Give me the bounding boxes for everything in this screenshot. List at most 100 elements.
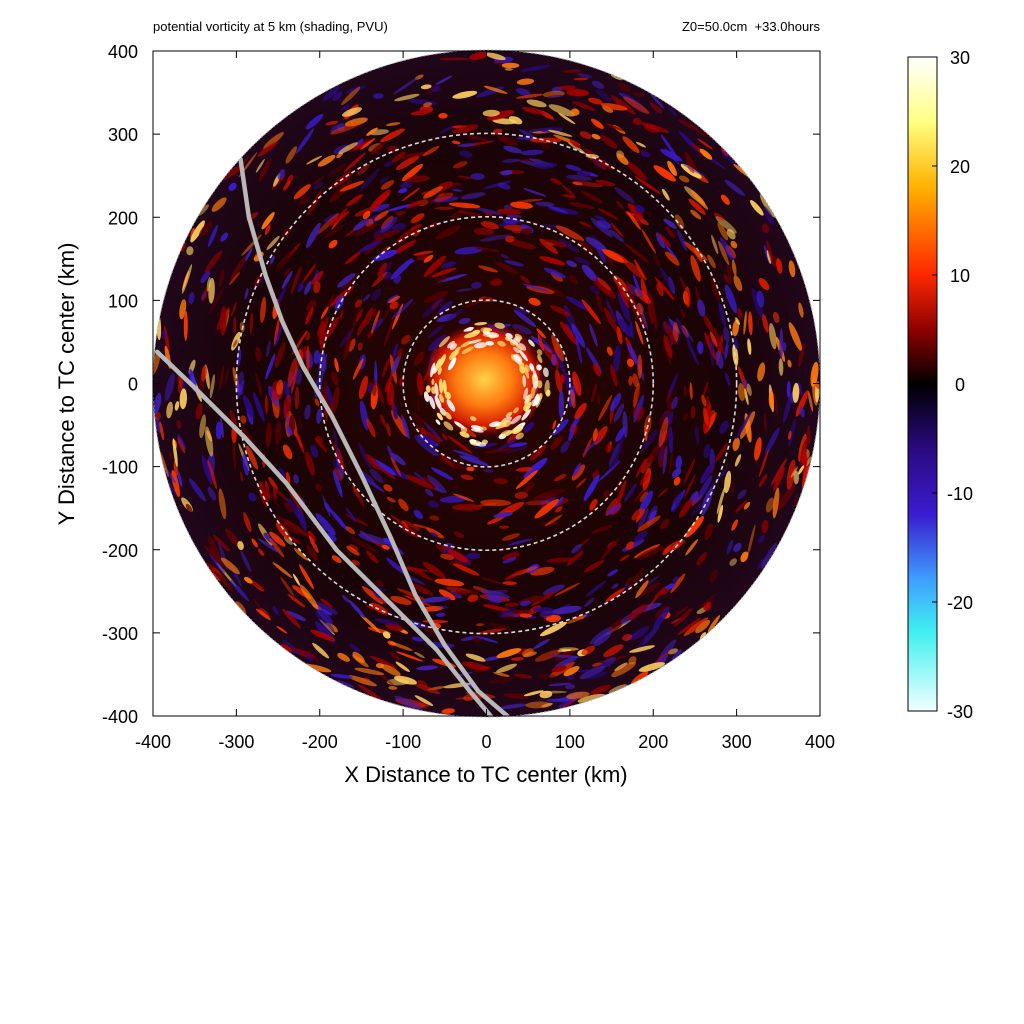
pv-texture-cell: [391, 223, 407, 231]
pv-texture-cell: [739, 411, 756, 439]
pv-texture-cell: [735, 317, 741, 326]
pv-texture-cell: [493, 512, 513, 518]
pv-texture-cell: [617, 291, 631, 322]
pv-texture-cell: [638, 662, 666, 672]
pv-texture-cell: [566, 174, 592, 181]
pv-texture-cell: [536, 673, 556, 679]
pv-eyewall-cell: [444, 391, 452, 400]
pv-texture-cell: [737, 307, 743, 319]
pv-texture-cell: [386, 496, 396, 503]
pv-texture-cell: [684, 286, 691, 308]
pv-texture-cell: [730, 240, 738, 249]
pv-texture-cell: [629, 645, 656, 653]
pv-texture-cell: [573, 77, 589, 81]
pv-texture-cell: [311, 270, 324, 285]
pv-texture-cell: [434, 206, 454, 210]
pv-texture-cell: [235, 601, 247, 615]
pv-texture-cell: [616, 200, 624, 209]
pv-texture-cell: [635, 320, 644, 345]
pv-eyewall-cell: [545, 389, 551, 397]
pv-texture-cell: [786, 380, 791, 398]
pv-texture-cell: [496, 208, 522, 215]
pv-texture-cell: [725, 372, 731, 387]
pv-texture-cell: [504, 602, 520, 607]
pv-texture-cell: [539, 690, 553, 699]
pv-texture-cell: [406, 175, 430, 183]
pv-texture-cell: [658, 488, 668, 497]
pv-texture-cell: [344, 85, 366, 94]
x-tick-label: -100: [385, 732, 421, 752]
pv-texture-cell: [654, 588, 666, 599]
pv-texture-cell: [546, 557, 574, 563]
pv-eyewall-cell: [480, 426, 487, 431]
pv-texture-cell: [426, 527, 444, 539]
pv-texture-cell: [595, 291, 604, 313]
pv-texture-cell: [314, 610, 335, 633]
coastlines: [154, 156, 510, 717]
pv-texture-cell: [629, 321, 634, 337]
y-tick-label: 0: [128, 375, 138, 395]
pv-texture-cell: [614, 186, 635, 204]
pv-texture-cell: [382, 631, 391, 639]
pv-texture-cell: [183, 310, 188, 341]
pv-texture-cell: [298, 420, 303, 430]
pv-texture-cell: [479, 589, 510, 599]
pv-texture-cell: [534, 162, 558, 169]
pv-texture-cell: [469, 51, 491, 60]
pv-texture-cell: [579, 131, 592, 139]
pv-texture-cell: [718, 302, 727, 327]
pv-texture-cell: [515, 88, 531, 96]
pv-texture-cell: [323, 213, 338, 223]
pv-eyewall-cell: [543, 367, 549, 378]
x-tick-label: 300: [722, 732, 752, 752]
pv-texture-cell: [559, 321, 578, 345]
pv-texture-cell: [416, 665, 438, 671]
pv-texture-cell: [621, 92, 648, 113]
pv-texture-cell: [284, 267, 291, 277]
pv-texture-cell: [283, 395, 292, 419]
pv-texture-cell: [317, 154, 336, 167]
pv-texture-cell: [633, 382, 640, 408]
pv-texture-cell: [593, 631, 612, 646]
pv-texture-cell: [266, 340, 271, 358]
pv-texture-cell: [322, 86, 340, 101]
pv-texture-cell: [377, 262, 388, 277]
pv-eyewall-cell: [513, 346, 520, 354]
pv-texture-cell: [451, 140, 461, 145]
pv-texture-cell: [255, 158, 265, 173]
pv-eyewall-cell: [537, 380, 543, 389]
pv-texture-cell: [471, 281, 482, 289]
colorbar-tick-label: -30: [947, 702, 973, 722]
pv-texture-cell: [665, 226, 675, 239]
pv-texture-cell: [204, 250, 223, 273]
pv-texture-cell: [560, 440, 570, 453]
pv-texture-cell: [197, 204, 209, 216]
pv-texture-cell: [305, 113, 324, 130]
pv-texture-cell: [297, 508, 307, 531]
pv-texture-cell: [690, 209, 702, 220]
pv-texture-cell: [680, 308, 686, 319]
pv-texture-cell: [313, 181, 324, 190]
pv-texture-cell: [703, 407, 709, 425]
pv-eyewall-cell: [486, 332, 500, 338]
pv-texture-cell: [286, 174, 294, 184]
pv-texture-cell: [663, 321, 677, 345]
pv-texture-cell: [358, 533, 389, 545]
pv-texture-cell: [366, 418, 376, 438]
pv-texture-cell: [516, 93, 544, 99]
pv-texture-cell: [544, 514, 563, 527]
pv-texture-cell: [513, 309, 537, 328]
pv-eyewall-cell: [454, 421, 465, 429]
pv-texture-cell: [634, 175, 661, 195]
pv-texture-cell: [718, 240, 730, 265]
pv-texture-cell: [331, 555, 342, 563]
pv-texture-cell: [258, 548, 265, 556]
pv-texture-cell: [190, 220, 205, 243]
pv-texture-cell: [683, 412, 689, 422]
pv-texture-cell: [390, 452, 406, 466]
pv-texture-cell: [633, 394, 645, 423]
range-ring: [235, 132, 738, 635]
pv-texture-cell: [570, 424, 578, 435]
pv-texture-cell: [306, 155, 323, 165]
pv-texture-cell: [391, 343, 399, 361]
